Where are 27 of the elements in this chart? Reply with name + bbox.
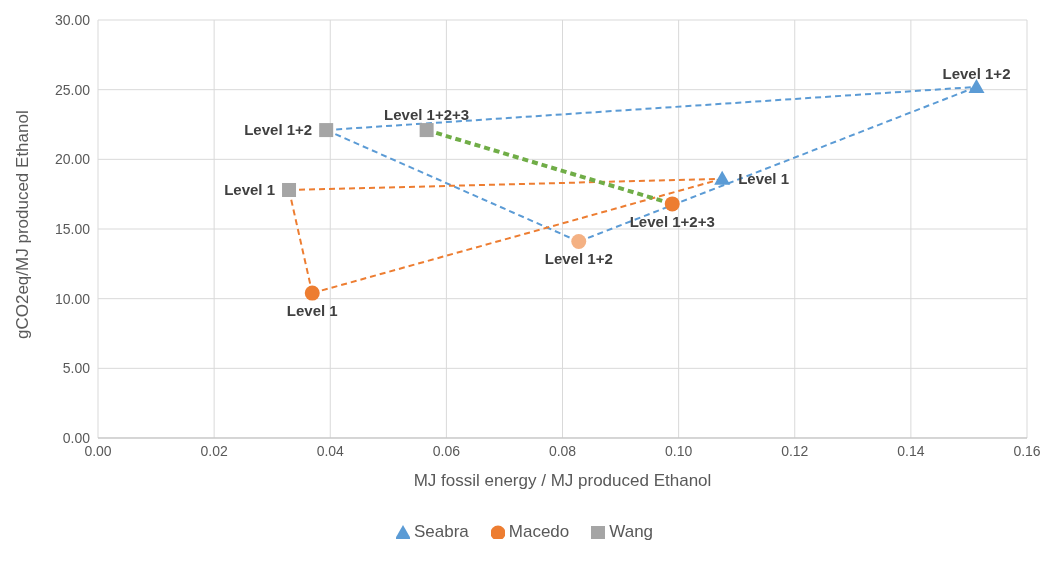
x-tick-label: 0.16 — [1013, 442, 1041, 459]
annotation: Level 1+2+3 — [629, 212, 715, 230]
y-tick-label: 20.00 — [54, 151, 91, 168]
x-tick-label: 0.04 — [316, 442, 345, 459]
annotation: Level 1+2+3 — [384, 106, 470, 124]
x-axis-title: MJ fossil energy / MJ produced Ethanol — [413, 471, 712, 490]
legend-label: Seabra — [412, 522, 469, 542]
annotation: Level 1+2 — [244, 121, 313, 139]
annotation: Level 1 — [224, 181, 276, 199]
y-tick-label: 25.00 — [54, 81, 91, 98]
y-tick-label: 15.00 — [54, 220, 91, 237]
x-tick-label: 0.10 — [665, 442, 693, 459]
x-tick-label: 0.06 — [432, 442, 461, 459]
legend-label: Macedo — [507, 522, 570, 542]
x-tick-label: 0.02 — [200, 442, 228, 459]
x-tick-label: 0.08 — [548, 442, 577, 459]
y-axis-title: gCO2eq/MJ produced Ethanol — [13, 110, 33, 339]
x-tick-label: 0.12 — [781, 442, 809, 459]
annotation: Level 1 — [286, 301, 338, 319]
annotation: Level 1+2 — [544, 250, 613, 268]
y-tick-label: 10.00 — [54, 290, 91, 307]
x-tick-label: 0.14 — [897, 442, 925, 459]
annotation: Level 1+2 — [942, 64, 1011, 82]
y-tick-label: 30.00 — [54, 11, 91, 28]
y-tick-label: 5.00 — [62, 360, 91, 377]
legend-label: Wang — [608, 522, 654, 542]
annotation: Level 1 — [738, 170, 790, 188]
